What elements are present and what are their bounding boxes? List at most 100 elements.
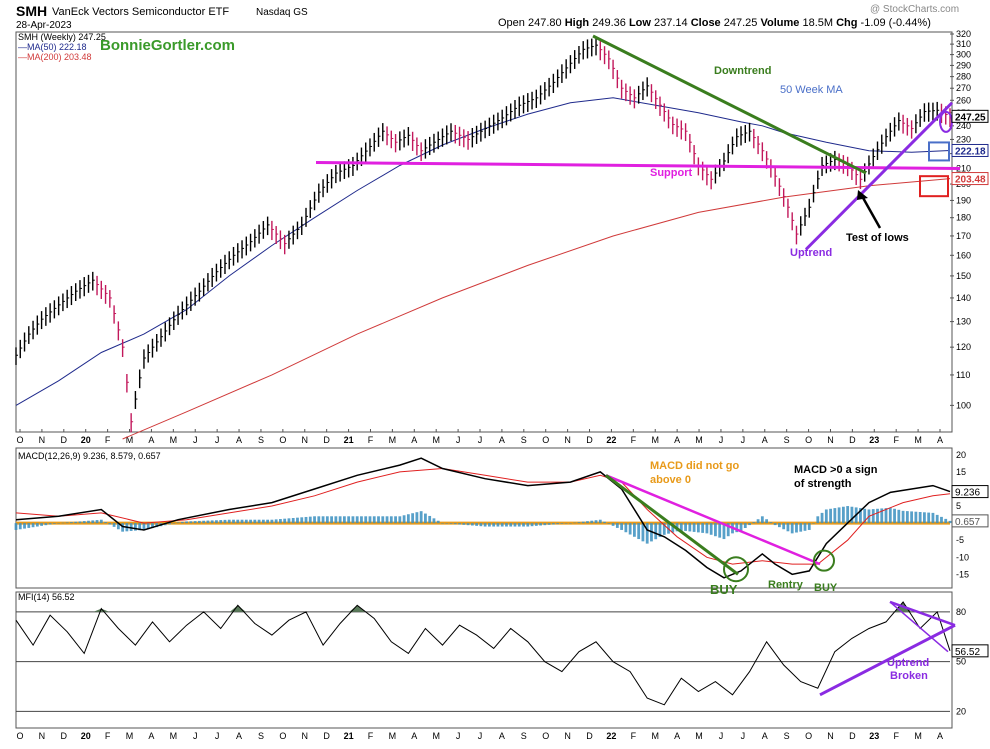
macd-histogram-bar <box>202 520 206 524</box>
macd-histogram-bar <box>880 508 884 524</box>
macd-histogram-bar <box>893 508 896 524</box>
macd-histogram-bar <box>172 523 176 524</box>
open-value: 247.80 <box>528 17 562 29</box>
macd-histogram-bar <box>142 523 146 530</box>
mfi-legend: MFI(14) 56.52 <box>18 592 75 602</box>
uptrend-broken-line2: Broken <box>890 670 928 682</box>
x-tick-label: O <box>279 435 286 445</box>
x-tick-label-bottom: N <box>39 731 46 741</box>
macd-histogram-bar <box>78 521 82 524</box>
macd-histogram-bar <box>74 521 78 524</box>
macd-histogram-bar <box>615 523 619 528</box>
security-name: VanEck Vectors Semiconductor ETF <box>52 6 229 18</box>
x-tick-label: A <box>937 435 943 445</box>
macd-legend: MACD(12,26,9) 9.236, 8.579, 0.657 <box>18 451 161 461</box>
x-tick-label-bottom: J <box>456 731 461 741</box>
x-tick-label-bottom: O <box>542 731 549 741</box>
x-tick-label-bottom: N <box>564 731 571 741</box>
last-value-label: 222.18 <box>955 146 986 157</box>
macd-histogram-bar <box>769 522 773 524</box>
buy-label-1: BUY <box>710 582 738 597</box>
x-tick-label-bottom: S <box>784 731 790 741</box>
x-tick-label-bottom: J <box>741 731 746 741</box>
macd-histogram-bar <box>385 516 389 524</box>
x-tick-label: A <box>411 435 417 445</box>
mfi-line <box>15 601 951 706</box>
x-tick-label: N <box>302 435 309 445</box>
macd-last-value-label: 0.657 <box>955 517 980 528</box>
x-tick-label: J <box>215 435 220 445</box>
x-tick-label-bottom: D <box>586 731 593 741</box>
x-tick-label: 21 <box>344 435 354 445</box>
ma200-line <box>122 178 951 440</box>
ma200-highlight-box <box>919 175 949 198</box>
x-tick-label-bottom: 22 <box>606 731 616 741</box>
price-tick-label: 270 <box>956 83 971 93</box>
macd-histogram-bar <box>624 523 628 533</box>
last-value-box <box>951 109 989 123</box>
macd-histogram-bar <box>215 520 218 524</box>
x-tick-label: F <box>105 435 111 445</box>
macd-histogram-bar <box>428 515 432 524</box>
macd-histogram-bar <box>155 523 159 528</box>
macd-histogram-bar <box>65 522 69 524</box>
macd-histogram-bar <box>722 523 726 540</box>
macd-histogram-bar <box>812 523 815 524</box>
macd-histogram-bar <box>547 523 551 525</box>
price-panel-frame <box>15 31 953 433</box>
buy-label-2: BUY <box>814 582 838 594</box>
price-tick-label: 190 <box>956 195 971 205</box>
x-tick-label: J <box>193 435 198 445</box>
downtrend-label: Downtrend <box>714 65 771 77</box>
macd-histogram-bar <box>330 516 333 524</box>
buy-circle-1 <box>723 556 749 583</box>
macd-histogram-bar <box>526 523 530 527</box>
macd-histogram-bar <box>411 513 415 524</box>
macd-histogram-bar <box>470 523 474 526</box>
macd-histogram-bar <box>206 520 210 524</box>
macd-histogram-bar <box>116 523 120 530</box>
macd-histogram-bar <box>270 519 274 524</box>
macd-histogram-bar <box>790 523 794 534</box>
macd-histogram-bar <box>551 523 555 525</box>
macd-histogram-bar <box>291 518 295 524</box>
macd-histogram-bar <box>816 516 820 524</box>
macd-histogram-bar <box>406 514 410 524</box>
macd-histogram-bar <box>52 523 56 524</box>
macd-histogram-bar <box>931 512 935 524</box>
macd-histogram-bar <box>91 520 95 524</box>
macd-histogram-bar <box>560 523 564 524</box>
macd-histogram-bar <box>377 516 380 524</box>
macd-histogram-bar <box>189 521 193 524</box>
x-tick-label-bottom: D <box>323 731 330 741</box>
macd-histogram-bar <box>543 523 547 526</box>
macd-histogram-bar <box>146 523 150 530</box>
macd-histogram-bar <box>692 523 696 532</box>
price-tick-label: 110 <box>956 370 970 380</box>
macd-note-line2: above 0 <box>650 474 691 486</box>
test-of-lows-arrow <box>860 195 882 229</box>
price-tick-label: 240 <box>956 121 971 131</box>
macd-histogram-bar <box>308 516 312 524</box>
macd-histogram-bar <box>799 523 803 532</box>
x-tick-label: S <box>521 435 527 445</box>
buy-circle-2 <box>813 549 835 572</box>
macd-histogram-bar <box>466 523 470 526</box>
macd-histogram-bar <box>449 523 453 524</box>
macd-histogram-bar <box>534 523 538 526</box>
x-tick-label-bottom: O <box>16 731 23 741</box>
test-of-lows-label: Test of lows <box>846 232 909 244</box>
x-tick-label-bottom: A <box>762 731 768 741</box>
macd-histogram-bar <box>897 509 901 524</box>
macd-histogram-bar <box>603 521 606 524</box>
x-tick-label: D <box>323 435 330 445</box>
macd-histogram-bar <box>355 516 359 524</box>
macd-histogram-bar <box>522 523 525 527</box>
macd-histogram-bar <box>871 509 875 524</box>
macd-histogram-bar <box>739 523 743 531</box>
macd-histogram-bar <box>129 523 133 531</box>
x-tick-label-bottom: A <box>148 731 154 741</box>
macd-tick-label: -15 <box>956 569 969 579</box>
mfi-panel-frame <box>15 591 953 729</box>
price-tick-label: 160 <box>956 250 971 260</box>
